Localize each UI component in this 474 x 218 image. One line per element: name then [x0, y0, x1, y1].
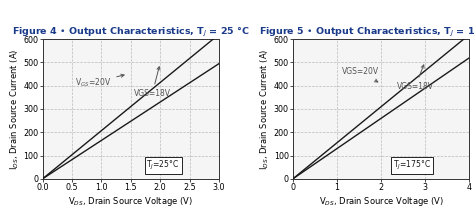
Text: T$_J$=175°C: T$_J$=175°C: [393, 159, 431, 172]
Y-axis label: I$_{DS}$, Drain Source Current (A): I$_{DS}$, Drain Source Current (A): [8, 48, 20, 170]
X-axis label: V$_{DS}$, Drain Source Voltage (V): V$_{DS}$, Drain Source Voltage (V): [68, 195, 193, 208]
Text: T$_J$=25°C: T$_J$=25°C: [146, 159, 180, 172]
Text: VGS=18V: VGS=18V: [134, 67, 171, 98]
Text: VGS=18V: VGS=18V: [397, 65, 434, 91]
Text: VGS=20V: VGS=20V: [341, 67, 379, 82]
Y-axis label: I$_{DS}$, Drain Source Current (A): I$_{DS}$, Drain Source Current (A): [258, 48, 271, 170]
Title: Figure 5 • Output Characteristics, T$_J$ = 175 °C: Figure 5 • Output Characteristics, T$_J$…: [259, 26, 474, 39]
Text: V$_{GS}$=20V: V$_{GS}$=20V: [75, 74, 124, 89]
X-axis label: V$_{DS}$, Drain Source Voltage (V): V$_{DS}$, Drain Source Voltage (V): [319, 195, 444, 208]
Title: Figure 4 • Output Characteristics, T$_J$ = 25 °C: Figure 4 • Output Characteristics, T$_J$…: [12, 26, 250, 39]
